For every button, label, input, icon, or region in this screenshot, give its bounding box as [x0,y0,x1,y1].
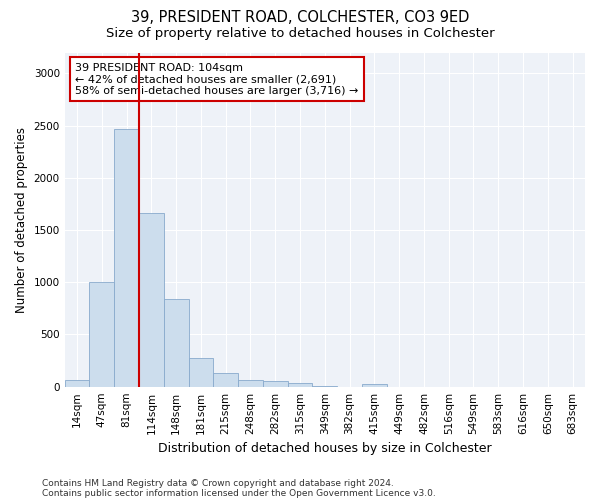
Bar [287,383,313,386]
Bar [263,381,287,386]
Bar [139,214,164,386]
Text: Contains public sector information licensed under the Open Government Licence v3: Contains public sector information licen… [42,488,436,498]
Bar [65,380,89,386]
Text: Contains HM Land Registry data © Crown copyright and database right 2024.: Contains HM Land Registry data © Crown c… [42,478,394,488]
Bar [188,358,214,386]
Y-axis label: Number of detached properties: Number of detached properties [15,126,28,312]
Text: 39 PRESIDENT ROAD: 104sqm
← 42% of detached houses are smaller (2,691)
58% of se: 39 PRESIDENT ROAD: 104sqm ← 42% of detac… [75,62,358,96]
Text: Size of property relative to detached houses in Colchester: Size of property relative to detached ho… [106,28,494,40]
Bar [362,384,387,386]
Bar [89,282,114,387]
Bar [214,373,238,386]
Bar [238,380,263,386]
Bar [114,128,139,386]
X-axis label: Distribution of detached houses by size in Colchester: Distribution of detached houses by size … [158,442,491,455]
Text: 39, PRESIDENT ROAD, COLCHESTER, CO3 9ED: 39, PRESIDENT ROAD, COLCHESTER, CO3 9ED [131,10,469,25]
Bar [164,299,188,386]
